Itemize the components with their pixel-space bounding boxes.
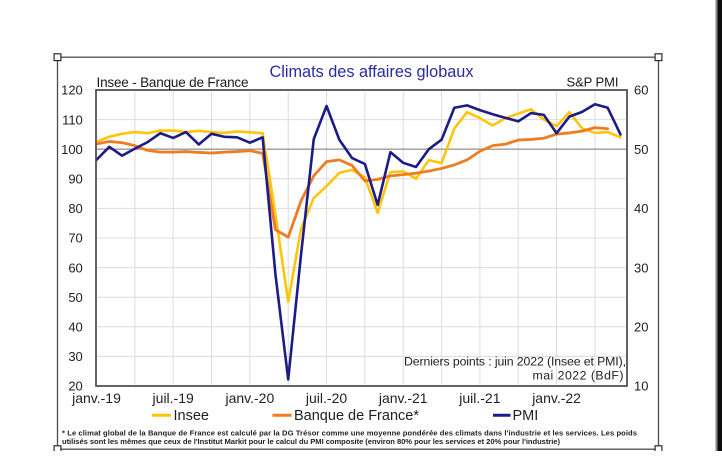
svg-text:60: 60 — [634, 83, 648, 98]
svg-text:janv.-20: janv.-20 — [224, 390, 274, 406]
svg-text:* Le climat global de la Banqu: * Le climat global de la Banque de Franc… — [62, 428, 637, 437]
svg-text:PMI: PMI — [513, 408, 539, 424]
svg-text:S&P PMI: S&P PMI — [567, 75, 619, 90]
svg-text:juil.-20: juil.-20 — [305, 390, 347, 406]
svg-text:Climats des affaires globaux: Climats des affaires globaux — [270, 63, 474, 81]
svg-text:janv.-22: janv.-22 — [531, 390, 581, 406]
svg-text:10: 10 — [634, 379, 648, 394]
svg-text:50: 50 — [68, 290, 82, 305]
svg-text:40: 40 — [68, 320, 82, 335]
svg-text:Insee: Insee — [174, 408, 209, 424]
svg-text:90: 90 — [68, 172, 82, 187]
svg-text:110: 110 — [62, 112, 83, 127]
svg-text:juil.-21: juil.-21 — [458, 390, 500, 406]
svg-text:30: 30 — [634, 260, 648, 275]
svg-text:80: 80 — [68, 201, 82, 216]
svg-text:50: 50 — [634, 142, 648, 157]
svg-text:30: 30 — [68, 349, 82, 364]
svg-text:100: 100 — [61, 142, 83, 157]
svg-text:Derniers points : juin 2022 (I: Derniers points : juin 2022 (Insee et PM… — [404, 354, 626, 368]
svg-text:utilisés sont les mêmes que ce: utilisés sont les mêmes que ceux de l'In… — [62, 437, 560, 446]
svg-text:20: 20 — [68, 379, 82, 394]
svg-text:Banque de France*: Banque de France* — [294, 408, 419, 424]
svg-text:janv.-19: janv.-19 — [71, 390, 121, 406]
svg-text:60: 60 — [68, 260, 82, 275]
svg-text:mai 2022 (BdF): mai 2022 (BdF) — [533, 368, 624, 382]
svg-text:juil.-19: juil.-19 — [152, 390, 194, 406]
svg-text:40: 40 — [634, 201, 648, 216]
svg-text:janv.-21: janv.-21 — [378, 390, 428, 406]
svg-text:120: 120 — [61, 83, 83, 98]
svg-text:Insee - Banque de France: Insee - Banque de France — [97, 75, 249, 90]
svg-text:20: 20 — [634, 320, 648, 335]
svg-text:70: 70 — [68, 231, 82, 246]
